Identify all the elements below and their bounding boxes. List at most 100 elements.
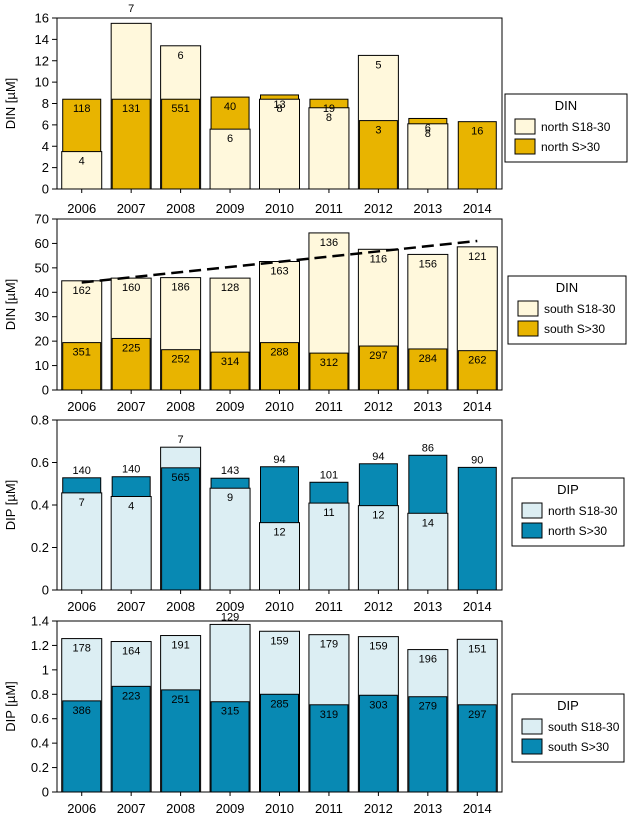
y-tick-label: 1 (42, 662, 49, 677)
y-tick-label: 40 (35, 285, 49, 300)
x-tick-label: 2007 (117, 399, 146, 414)
data-label: 8 (326, 112, 332, 124)
data-label: 19 (323, 103, 335, 115)
x-tick-label: 2009 (216, 599, 245, 614)
data-label: 284 (419, 353, 437, 365)
data-label: 143 (221, 465, 239, 477)
data-label: 131 (122, 103, 140, 115)
data-label: 6 (178, 50, 184, 62)
legend-label: south S>30 (544, 322, 605, 336)
x-tick-label: 2007 (117, 801, 146, 816)
data-label: 12 (273, 527, 285, 539)
data-label: 7 (178, 434, 184, 446)
y-tick-label: 0.2 (31, 540, 49, 555)
bar-dark-2012 (358, 120, 398, 190)
chart-panel-3: 0 0.2 0.4 0.6 0.8 DIP [µM] 2006 2007 2008 2009 201… (3, 413, 625, 614)
data-label: 4 (128, 501, 134, 513)
x-tick-label: 2008 (166, 599, 195, 614)
data-label: 288 (270, 347, 288, 359)
y-tick-label: 60 (35, 236, 49, 251)
bar-dark-2008 (161, 689, 201, 793)
x-tick-label: 2006 (67, 399, 96, 414)
data-label: 279 (419, 701, 437, 713)
bar-light-2009 (209, 487, 251, 591)
bar-light-2011 (308, 107, 350, 190)
data-label: 140 (122, 464, 140, 476)
data-label: 13 (273, 99, 285, 111)
data-label: 3 (375, 125, 381, 137)
x-tick-label: 2006 (67, 201, 96, 216)
legend-label: north S18-30 (541, 120, 611, 134)
bar-dark-2008 (161, 98, 201, 190)
y-tick-label: 0.2 (31, 760, 49, 775)
y-tick-label: 12 (35, 53, 49, 68)
data-label: 223 (122, 690, 140, 702)
data-label: 160 (122, 282, 140, 294)
y-tick-label: 0.8 (31, 413, 49, 428)
bar-light-2013 (407, 512, 449, 591)
legend-swatch (514, 138, 536, 155)
data-label: 164 (122, 646, 140, 658)
x-tick-label: 2010 (265, 599, 294, 614)
bar-dark-2012 (358, 694, 398, 793)
data-label: 314 (221, 356, 239, 368)
y-tick-label: 20 (35, 334, 49, 349)
data-label: 178 (73, 643, 91, 655)
data-label: 319 (320, 709, 338, 721)
y-axis-title: DIP [µM] (3, 681, 18, 732)
y-tick-label: 0.8 (31, 687, 49, 702)
legend-swatch (521, 738, 543, 755)
x-tick-label: 2009 (216, 399, 245, 414)
bar-dark-2011 (309, 704, 349, 793)
data-label: 16 (471, 126, 483, 138)
y-axis-title: DIP [µM] (3, 480, 18, 531)
bar-light-2013 (407, 123, 449, 190)
bar-light-2009 (209, 128, 251, 190)
x-tick-label: 2013 (413, 399, 442, 414)
data-label: 8 (276, 103, 282, 115)
plot-frame (56, 17, 503, 190)
y-tick-label: 1.4 (31, 614, 49, 629)
y-tick-label: 0 (42, 785, 49, 800)
data-label: 186 (171, 282, 189, 294)
x-tick-label: 2010 (265, 201, 294, 216)
data-label: 86 (422, 442, 434, 454)
y-tick-label: 14 (35, 32, 49, 47)
data-label: 9 (227, 492, 233, 504)
x-tick-label: 2010 (265, 399, 294, 414)
y-axis-title: DIN [µM] (3, 78, 18, 130)
legend-label: north S18-30 (548, 504, 618, 518)
data-label: 151 (468, 643, 486, 655)
x-tick-label: 2012 (364, 599, 393, 614)
bar-dark-2010 (260, 342, 299, 391)
bar-dark-2008 (161, 467, 201, 591)
data-label: 159 (369, 641, 387, 653)
y-tick-label: 0 (42, 583, 49, 598)
legend-swatch (514, 118, 536, 135)
legend-label: south S18-30 (544, 302, 616, 316)
data-label: 14 (422, 517, 434, 529)
x-tick-label: 2011 (315, 201, 343, 216)
bar-dark-2014 (457, 466, 497, 591)
legend-label: south S18-30 (548, 720, 620, 734)
x-tick-label: 2006 (67, 599, 96, 614)
bar-dark-2012 (358, 345, 398, 391)
x-tick-label: 2008 (166, 399, 195, 414)
legend-swatch (521, 718, 543, 735)
legend-swatch (517, 300, 539, 317)
bar-light-2011 (308, 502, 350, 591)
data-label: 6 (425, 122, 431, 134)
x-tick-label: 2011 (315, 599, 343, 614)
plot-frame (56, 218, 503, 391)
y-tick-label: 8 (42, 96, 49, 111)
data-label: 252 (171, 354, 189, 366)
y-tick-label: 0 (42, 182, 49, 197)
data-label: 285 (270, 698, 288, 710)
bar-dark-2009 (210, 701, 250, 793)
x-tick-label: 2006 (67, 801, 96, 816)
x-tick-label: 2009 (216, 201, 245, 216)
data-label: 297 (468, 709, 486, 721)
data-label: 303 (369, 699, 387, 711)
data-label: 262 (468, 355, 486, 367)
